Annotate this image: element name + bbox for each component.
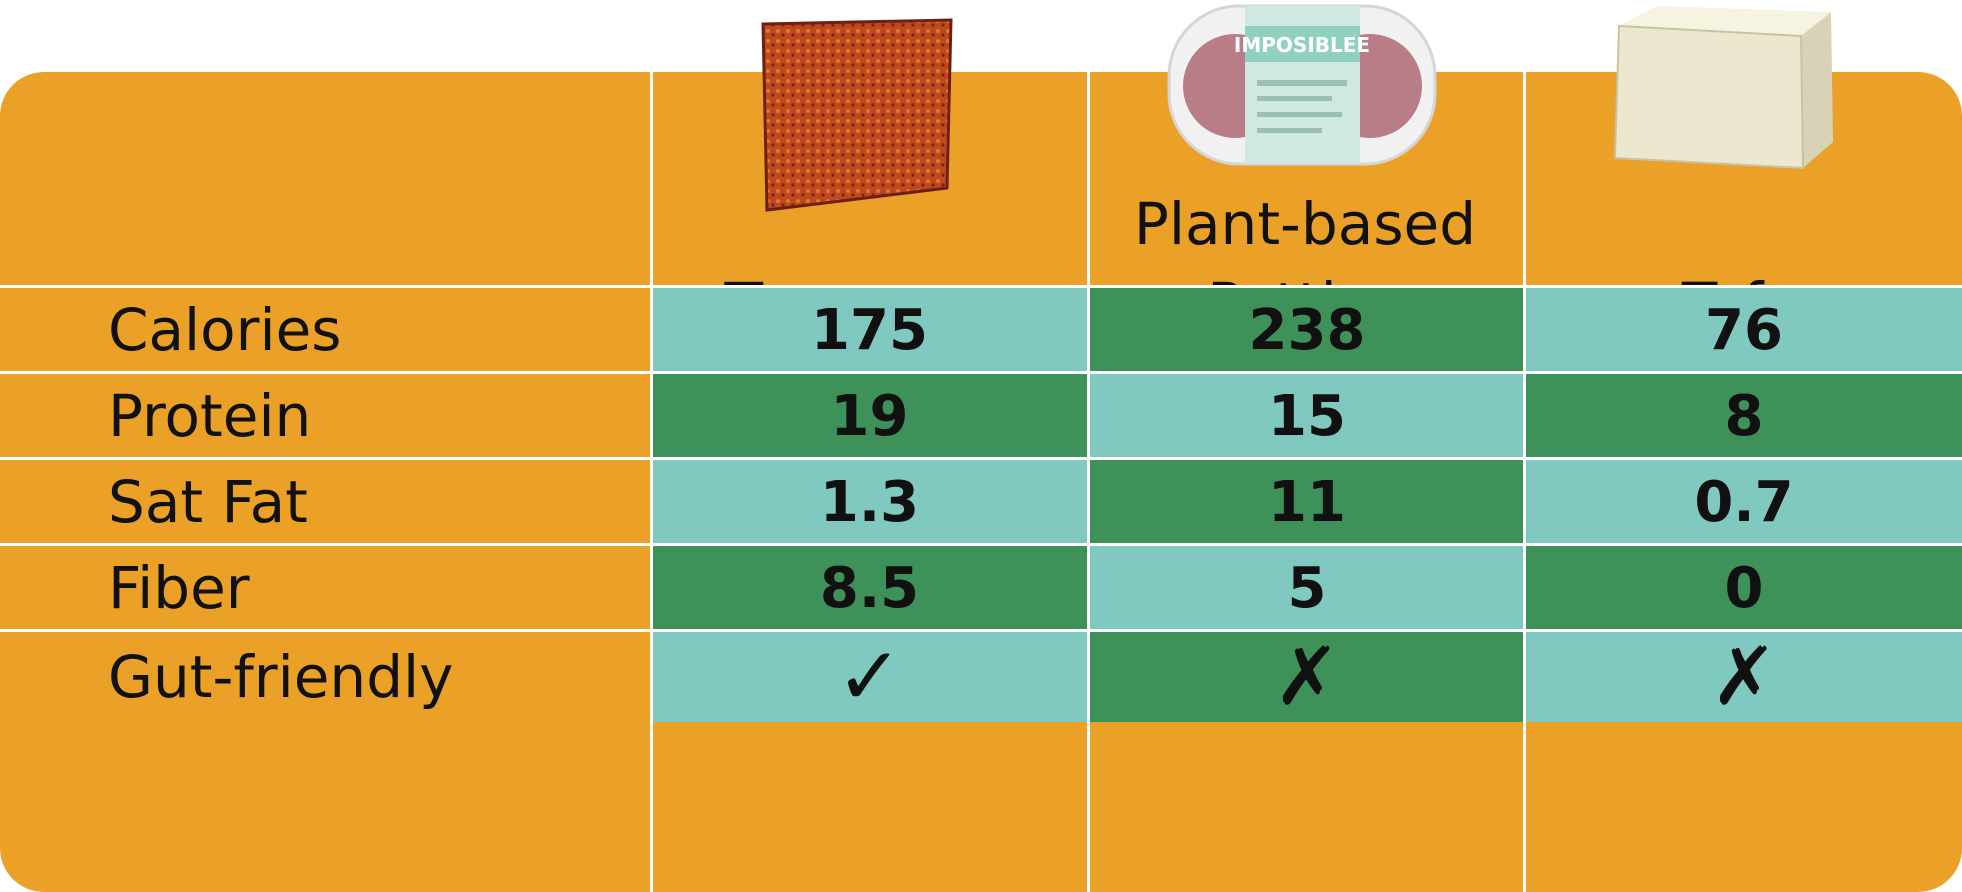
grid-line — [0, 629, 1962, 632]
cell-tempayy-calories: 175 — [652, 288, 1087, 372]
grid-line — [0, 543, 1962, 546]
row-label-protein: Protein — [108, 382, 312, 450]
grid-line — [0, 285, 1962, 288]
cell-tofu-calories: 76 — [1526, 288, 1962, 372]
grid-line — [0, 457, 1962, 460]
cell-tempayy-sat-fat: 1.3 — [652, 460, 1087, 544]
cell-patties-sat-fat: 11 — [1090, 460, 1524, 544]
cell-patties-protein: 15 — [1090, 374, 1524, 458]
tempeh-slice-image — [761, 18, 953, 212]
cell-patties-fiber: 5 — [1090, 546, 1524, 630]
cross-icon: ✗ — [1710, 630, 1778, 723]
cell-patties-gut-friendly: ✗ — [1090, 632, 1524, 722]
cell-patties-calories: 238 — [1090, 288, 1524, 372]
cell-tofu-gut-friendly: ✗ — [1526, 632, 1962, 722]
grid-line — [0, 371, 1962, 374]
comparison-table: Tempayy Plant-based Patties Tofu Calorie… — [0, 72, 1962, 892]
row-label-gut-friendly: Gut-friendly — [108, 643, 454, 711]
svg-text:IMPOSIBLEE: IMPOSIBLEE — [1234, 33, 1370, 57]
cell-tempayy-fiber: 8.5 — [652, 546, 1087, 630]
check-icon: ✓ — [835, 630, 904, 723]
cell-tofu-sat-fat: 0.7 — [1526, 460, 1962, 544]
row-label-fiber: Fiber — [108, 554, 250, 622]
cell-tempayy-protein: 19 — [652, 374, 1087, 458]
grid-line — [1523, 72, 1526, 892]
grid-line — [650, 72, 653, 892]
cross-icon: ✗ — [1273, 630, 1341, 723]
cell-tempayy-gut-friendly: ✓ — [652, 632, 1087, 722]
tofu-block-image — [1613, 6, 1833, 170]
grid-line — [1087, 72, 1090, 892]
row-label-calories: Calories — [108, 296, 342, 364]
cell-tofu-fiber: 0 — [1526, 546, 1962, 630]
impossible-patties-package-image: IMPOSIBLEE — [1167, 4, 1437, 166]
cell-tofu-protein: 8 — [1526, 374, 1962, 458]
column-header-plant-based-line1: Plant-based — [1133, 190, 1477, 258]
row-label-sat-fat: Sat Fat — [108, 468, 308, 536]
